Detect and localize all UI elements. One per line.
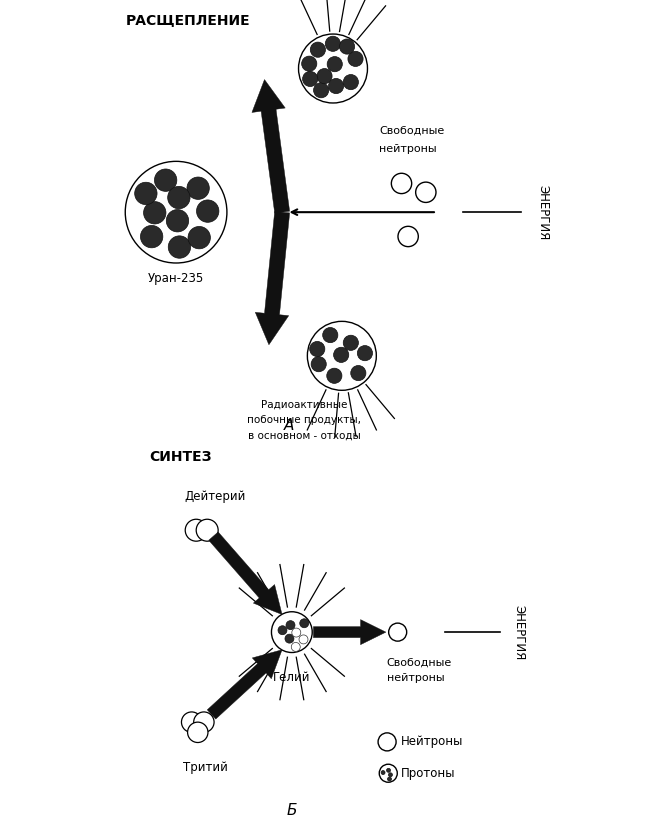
Circle shape bbox=[181, 712, 202, 732]
Polygon shape bbox=[208, 532, 282, 615]
Circle shape bbox=[340, 39, 354, 54]
Circle shape bbox=[285, 634, 294, 643]
Circle shape bbox=[358, 345, 372, 361]
Circle shape bbox=[168, 236, 190, 259]
Circle shape bbox=[188, 722, 208, 742]
Text: нейтроны: нейтроны bbox=[387, 673, 444, 683]
Circle shape bbox=[386, 768, 390, 772]
Circle shape bbox=[310, 42, 326, 58]
Circle shape bbox=[185, 520, 207, 541]
Text: Свободные: Свободные bbox=[380, 126, 445, 136]
Circle shape bbox=[416, 182, 436, 203]
Text: Уран-235: Уран-235 bbox=[148, 272, 204, 285]
Text: Протоны: Протоны bbox=[400, 766, 455, 780]
Circle shape bbox=[188, 227, 210, 249]
Text: ЭНЕРГИЯ: ЭНЕРГИЯ bbox=[513, 605, 525, 660]
Circle shape bbox=[166, 209, 188, 232]
Circle shape bbox=[291, 642, 300, 651]
Circle shape bbox=[310, 341, 325, 357]
Circle shape bbox=[272, 612, 312, 652]
Polygon shape bbox=[314, 620, 386, 645]
Text: Б: Б bbox=[286, 803, 297, 818]
Circle shape bbox=[302, 56, 317, 71]
Circle shape bbox=[155, 169, 177, 191]
Circle shape bbox=[388, 777, 392, 781]
Circle shape bbox=[292, 628, 301, 637]
Circle shape bbox=[317, 68, 332, 83]
Polygon shape bbox=[255, 212, 290, 344]
Text: Свободные: Свободные bbox=[387, 657, 452, 667]
Text: Дейтерий: Дейтерий bbox=[184, 490, 246, 503]
Circle shape bbox=[343, 335, 358, 350]
Circle shape bbox=[389, 623, 407, 641]
Text: РАСЩЕПЛЕНИЕ: РАСЩЕПЛЕНИЕ bbox=[125, 13, 250, 28]
Text: А: А bbox=[284, 418, 294, 433]
Circle shape bbox=[168, 186, 190, 208]
Polygon shape bbox=[252, 79, 290, 214]
Polygon shape bbox=[207, 650, 282, 719]
Circle shape bbox=[328, 78, 344, 93]
Circle shape bbox=[392, 173, 412, 193]
Circle shape bbox=[351, 365, 366, 380]
Text: нейтроны: нейтроны bbox=[380, 143, 437, 153]
Circle shape bbox=[348, 52, 363, 67]
Text: ЭНЕРГИЯ: ЭНЕРГИЯ bbox=[536, 184, 549, 240]
Circle shape bbox=[144, 202, 166, 224]
Circle shape bbox=[141, 225, 163, 248]
Circle shape bbox=[311, 357, 326, 372]
Circle shape bbox=[286, 620, 295, 630]
Circle shape bbox=[343, 74, 358, 90]
Circle shape bbox=[125, 161, 227, 263]
Circle shape bbox=[298, 34, 368, 103]
Text: Нейтроны: Нейтроны bbox=[400, 736, 463, 748]
Circle shape bbox=[379, 764, 398, 782]
Circle shape bbox=[278, 626, 287, 635]
Circle shape bbox=[187, 177, 209, 199]
Text: побочные продукты,: побочные продукты, bbox=[247, 415, 361, 425]
Circle shape bbox=[299, 635, 308, 644]
Text: Радиоактивные: Радиоактивные bbox=[261, 400, 348, 410]
Circle shape bbox=[381, 771, 385, 775]
Circle shape bbox=[300, 619, 309, 628]
Circle shape bbox=[196, 200, 219, 223]
Circle shape bbox=[135, 183, 157, 204]
Text: в основном - отходы: в основном - отходы bbox=[248, 431, 361, 441]
Text: Гелий: Гелий bbox=[273, 671, 310, 685]
Circle shape bbox=[327, 57, 342, 72]
Circle shape bbox=[327, 368, 342, 384]
Circle shape bbox=[325, 36, 340, 52]
Text: Тритий: Тритий bbox=[183, 761, 228, 775]
Text: СИНТЕЗ: СИНТЕЗ bbox=[149, 450, 211, 464]
Circle shape bbox=[334, 347, 349, 363]
Circle shape bbox=[194, 712, 214, 732]
Circle shape bbox=[378, 733, 396, 751]
Circle shape bbox=[323, 328, 338, 343]
Circle shape bbox=[302, 72, 318, 87]
Circle shape bbox=[388, 773, 392, 776]
Circle shape bbox=[314, 83, 329, 98]
Circle shape bbox=[308, 321, 376, 390]
Circle shape bbox=[398, 226, 418, 247]
Circle shape bbox=[196, 520, 218, 541]
